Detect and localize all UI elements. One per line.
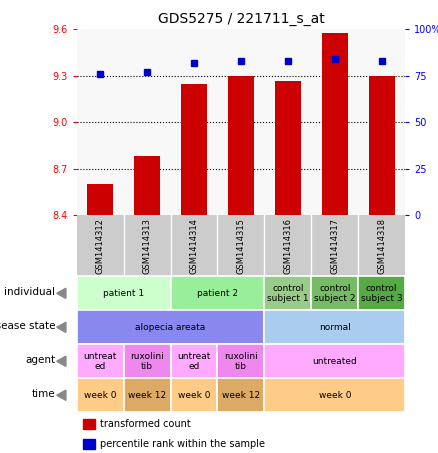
Text: GSM1414318: GSM1414318 xyxy=(377,218,386,274)
Bar xyxy=(369,76,395,215)
Text: normal: normal xyxy=(319,323,351,332)
Text: ruxolini
tib: ruxolini tib xyxy=(224,352,258,371)
Title: GDS5275 / 221711_s_at: GDS5275 / 221711_s_at xyxy=(158,12,324,26)
Bar xyxy=(83,439,95,449)
Text: patient 1: patient 1 xyxy=(103,289,144,298)
Text: GSM1414315: GSM1414315 xyxy=(237,218,245,274)
Bar xyxy=(87,184,113,215)
Text: disease state: disease state xyxy=(0,321,55,331)
Polygon shape xyxy=(57,322,66,333)
Text: ruxolini
tib: ruxolini tib xyxy=(130,352,164,371)
Text: agent: agent xyxy=(25,355,55,365)
Text: GSM1414316: GSM1414316 xyxy=(283,218,292,274)
Text: week 0: week 0 xyxy=(84,391,117,400)
Text: GSM1414314: GSM1414314 xyxy=(190,218,198,274)
Text: individual: individual xyxy=(4,287,55,297)
Polygon shape xyxy=(57,390,66,400)
Text: control
subject 1: control subject 1 xyxy=(267,284,309,303)
Bar xyxy=(134,156,160,215)
Text: untreated: untreated xyxy=(312,357,357,366)
Bar xyxy=(181,84,207,215)
Polygon shape xyxy=(57,288,66,299)
Bar xyxy=(275,81,301,215)
Text: week 12: week 12 xyxy=(222,391,260,400)
Text: percentile rank within the sample: percentile rank within the sample xyxy=(99,439,265,449)
Polygon shape xyxy=(57,356,66,366)
Text: GSM1414313: GSM1414313 xyxy=(142,218,152,274)
Text: control
subject 2: control subject 2 xyxy=(314,284,356,303)
Text: patient 2: patient 2 xyxy=(197,289,238,298)
Text: week 12: week 12 xyxy=(128,391,166,400)
Bar xyxy=(228,76,254,215)
Text: control
subject 3: control subject 3 xyxy=(361,284,403,303)
Text: transformed count: transformed count xyxy=(99,419,191,429)
Text: week 0: week 0 xyxy=(178,391,210,400)
Text: GSM1414312: GSM1414312 xyxy=(95,218,105,274)
Text: GSM1414317: GSM1414317 xyxy=(330,218,339,274)
Text: week 0: week 0 xyxy=(318,391,351,400)
Bar xyxy=(322,33,348,215)
Text: time: time xyxy=(32,389,55,399)
Text: alopecia areata: alopecia areata xyxy=(135,323,205,332)
Bar xyxy=(83,419,95,429)
Text: untreat
ed: untreat ed xyxy=(83,352,117,371)
Text: untreat
ed: untreat ed xyxy=(177,352,211,371)
